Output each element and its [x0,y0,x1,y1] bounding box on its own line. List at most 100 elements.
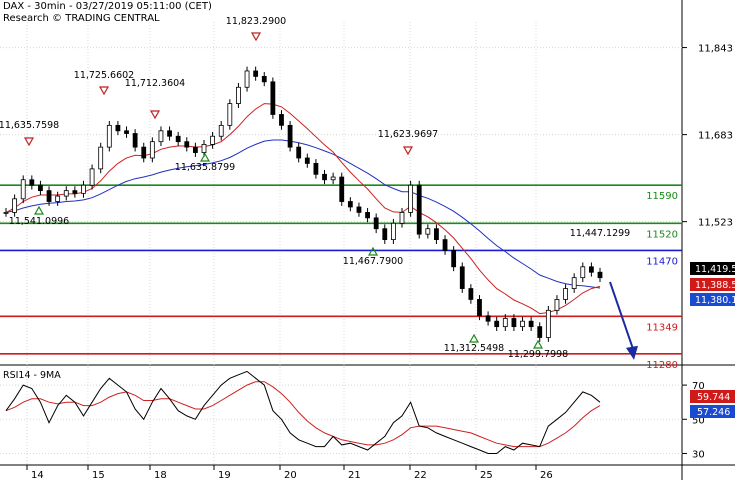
candle-body [373,217,379,230]
candle-body [236,86,241,104]
candle-body [477,299,482,317]
candle-body [106,124,112,148]
candle-body [244,70,250,88]
forecast-arrow [609,281,635,353]
candle-body [588,266,594,273]
ma-fast-line [5,103,601,315]
candle-body [55,195,61,202]
swing-high-marker [149,110,161,120]
candle-body [3,211,9,214]
candle-body [399,211,405,224]
candle-body [270,81,276,115]
rsi-tag [690,390,735,403]
research-credit: Research © TRADING CENTRAL [3,13,160,24]
candle-body [390,222,396,240]
price-annotation: 11,312.5498 [444,343,504,354]
candle-body [339,176,345,202]
candle-body [416,184,422,235]
candle-body [287,124,293,148]
candle-body [408,184,414,213]
swing-high-marker [23,137,35,147]
rsi-tag-label: 59.744 [697,392,730,403]
swing-high-marker [402,146,414,156]
swing-low-marker [33,205,45,215]
day-tick-label: 19 [218,470,231,480]
candle-body [580,266,586,279]
candle-body [72,190,78,194]
level-label: 11470 [646,256,678,267]
price-tick-label: 11,683 [698,131,733,142]
price-annotation: 11,623.9697 [378,129,438,140]
candle-body [485,315,491,322]
candle-body [494,320,500,328]
chart-title: DAX - 30min - 03/27/2019 05:11:00 (CET) [3,1,212,12]
candle-body [253,70,259,77]
candle-body [261,76,267,83]
rsi-tick-label: 70 [692,381,705,392]
price-annotation: 11,467.7900 [343,256,403,267]
rsi-ma-line [5,381,601,448]
rsi-tag [690,405,735,418]
candle-body [167,130,172,137]
candle-body [451,250,457,268]
candle-body [20,179,26,200]
candle-body [296,146,302,159]
candle-body [330,176,336,181]
price-tag [690,278,735,291]
price-annotation: 11,635.7598 [0,120,59,131]
rsi-line [5,370,601,454]
candle-body [537,326,543,338]
candle-body [365,211,370,219]
candle-body [227,103,233,126]
candle-body [12,198,18,213]
candle-body [382,228,388,241]
price-annotation: 11,635.8799 [175,162,235,173]
candle-body [192,146,198,153]
candle-body [434,228,439,241]
candle-body [115,124,121,132]
price-tag [690,262,735,275]
candle-body [511,318,517,328]
day-tick-label: 21 [348,470,361,480]
candle-body [425,228,431,235]
candle-body [141,146,147,159]
candle-body [279,114,284,126]
price-tick-label: 11,523 [698,218,733,229]
candle-body [468,288,474,300]
candle-body [356,206,362,213]
day-tick-label: 22 [414,470,427,480]
candle-body [347,201,353,208]
candle-body [184,141,190,148]
candle-body [304,157,310,164]
candle-body [520,320,525,328]
swing-low-marker [532,339,544,349]
day-tick-label: 14 [31,470,44,480]
price-annotation: 11,447.1299 [570,228,630,239]
candle-body [597,271,603,279]
day-tick-label: 18 [154,470,167,480]
day-tick-label: 26 [540,470,553,480]
ma-slow-line [5,139,601,289]
price-tag-label: 11,380.1 [695,295,735,306]
candle-body [201,143,207,153]
candle-body [98,146,104,170]
level-label: 11520 [646,229,678,240]
price-annotation: 11,823.2900 [226,16,286,27]
candle-body [571,277,577,289]
price-annotation: 11,299.7998 [508,349,568,360]
price-tag-label: 11,419.5 [695,264,735,275]
level-label: 11280 [646,360,678,371]
candle-body [459,266,465,289]
rsi-tag-label: 57.246 [697,407,730,418]
candle-body [158,130,164,143]
candle-body [132,133,138,148]
day-tick-label: 25 [480,470,493,480]
candle-body [218,124,224,137]
price-annotation: 11,541.0996 [9,216,69,227]
candle-body [502,318,508,328]
candle-body [89,168,95,186]
candle-body [528,320,534,328]
price-tag-label: 11,388.5 [695,280,735,291]
level-label: 11349 [646,322,678,333]
